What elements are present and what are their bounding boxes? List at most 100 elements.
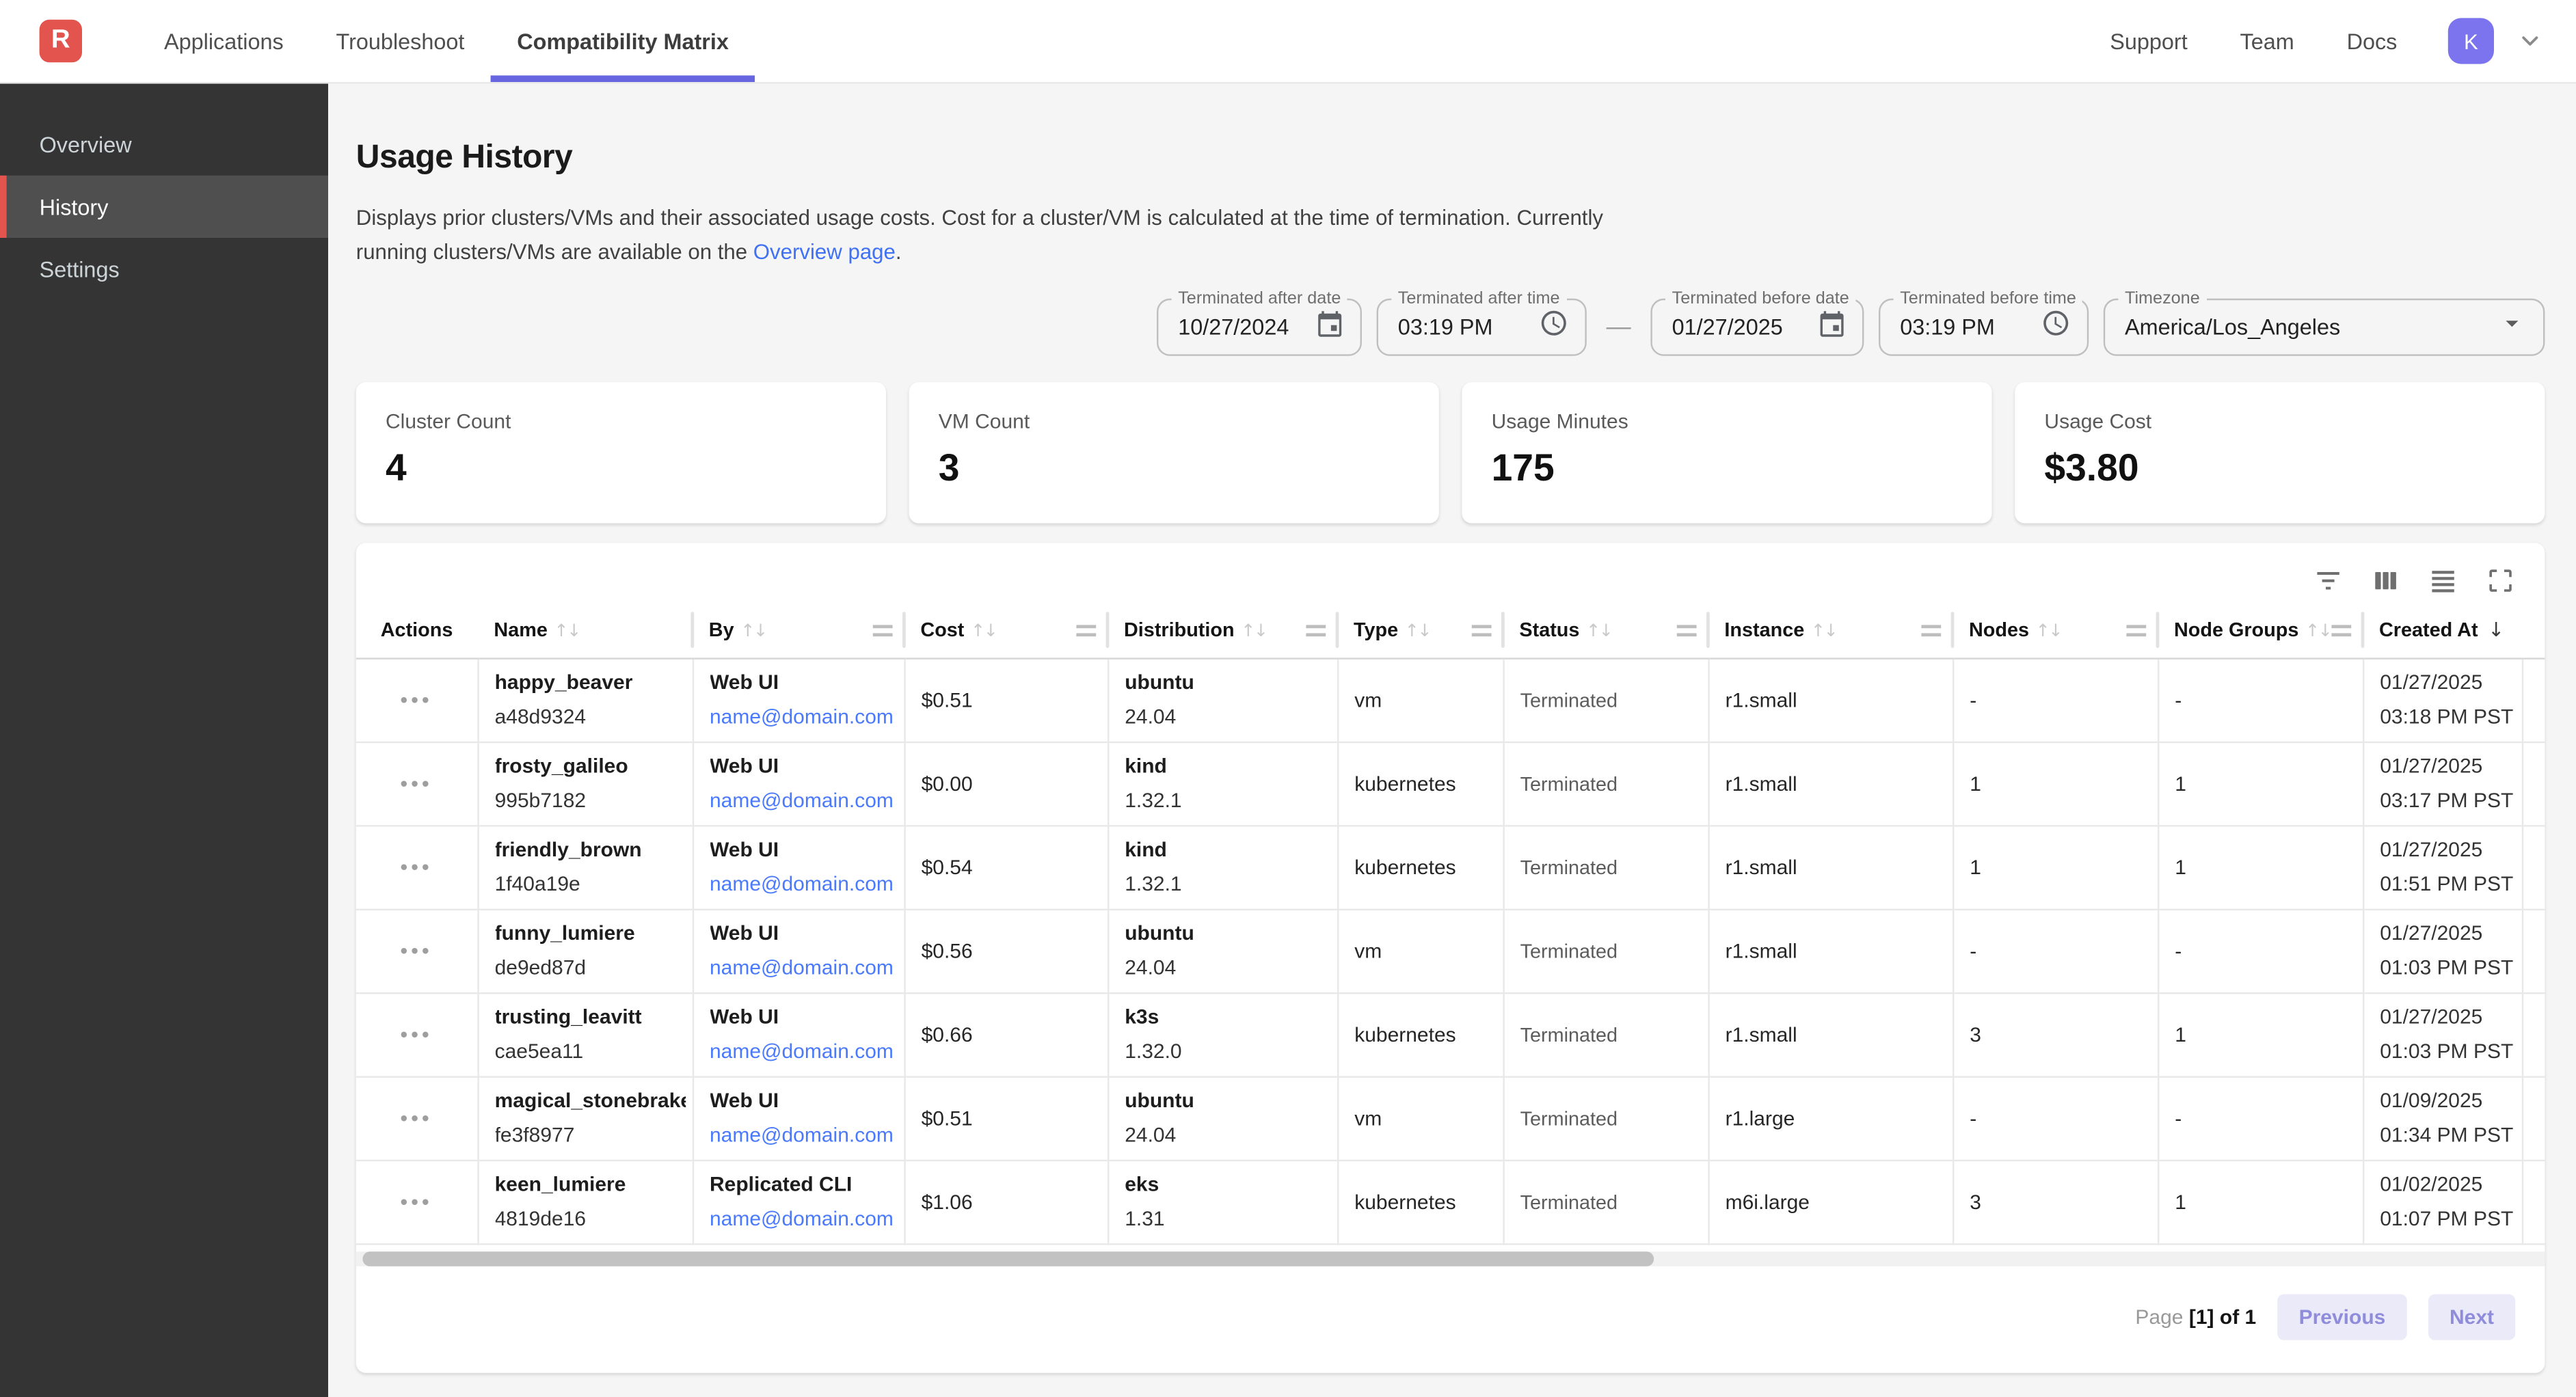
email-link[interactable]: name@domain.com <box>710 1040 894 1063</box>
more-actions-icon[interactable]: ••• <box>400 938 433 963</box>
dropdown-arrow-icon[interactable] <box>2497 308 2527 346</box>
by-cell: Web UI name@domain.com <box>692 992 905 1077</box>
stat-label: Cluster Count <box>386 410 511 433</box>
column-header-node-groups[interactable]: Node Groups ↑↓ <box>2158 601 2365 659</box>
sidebar-item-settings[interactable]: Settings <box>39 256 120 282</box>
column-resize-handle[interactable] <box>2126 625 2147 637</box>
column-header-type[interactable]: Type ↑↓ <box>1337 601 1505 659</box>
chevron-down-icon[interactable] <box>2517 28 2543 54</box>
page-info: Page [1] of 1 <box>2135 1305 2257 1328</box>
sidebar-item-overview[interactable]: Overview <box>39 132 132 157</box>
nav-right: Support Team Docs K <box>2095 0 2576 82</box>
horizontal-scrollbar-thumb[interactable] <box>362 1251 1654 1266</box>
column-resize-handle[interactable] <box>1921 625 1942 637</box>
terminated-before-time-value[interactable]: 03:19 PM <box>1900 314 1995 340</box>
more-actions-icon[interactable]: ••• <box>400 854 433 880</box>
calendar-icon[interactable] <box>1316 309 1344 345</box>
more-actions-icon[interactable]: ••• <box>400 1022 433 1047</box>
terminated-before-time-field[interactable]: Terminated before time 03:19 PM <box>1879 288 2089 356</box>
more-actions-icon[interactable]: ••• <box>400 687 433 712</box>
column-resize-handle[interactable] <box>872 625 893 637</box>
gutter-cell <box>2521 1076 2545 1161</box>
clock-icon[interactable] <box>2041 308 2071 346</box>
terminated-after-time-field[interactable]: Terminated after time 03:19 PM <box>1376 288 1587 356</box>
next-page-button[interactable]: Next <box>2428 1293 2516 1340</box>
email-link[interactable]: name@domain.com <box>710 1207 894 1231</box>
more-actions-icon[interactable]: ••• <box>400 771 433 796</box>
fullscreen-icon[interactable] <box>2486 566 2515 595</box>
column-header-distribution[interactable]: Distribution ↑↓ <box>1108 601 1339 659</box>
columns-icon[interactable] <box>2371 566 2400 595</box>
by-cell: Web UI name@domain.com <box>692 1076 905 1161</box>
density-icon[interactable] <box>2428 566 2458 595</box>
nav-item-compatibility-matrix[interactable]: Compatibility Matrix <box>490 0 755 83</box>
cost-cell: $0.54 <box>904 825 1109 910</box>
page-title: Usage History <box>355 139 573 176</box>
created-at-cell: 01/02/2025 01:07 PM PST <box>2363 1159 2523 1245</box>
email-link[interactable]: name@domain.com <box>710 1124 894 1147</box>
status-cell: Terminated <box>1503 1076 1709 1161</box>
row-actions-cell: ••• <box>355 1159 479 1245</box>
sort-icon[interactable]: ↑↓ <box>1810 621 1838 641</box>
terminated-before-date-field[interactable]: Terminated before date 01/27/2025 <box>1650 288 1864 356</box>
sidebar-item-history[interactable]: History <box>0 175 329 238</box>
sort-icon[interactable]: ↑↓ <box>1586 621 1613 641</box>
table-body: ••• happy_beaver a48d9324 Web UI name@doma… <box>355 657 2545 1245</box>
column-resize-handle[interactable] <box>1676 625 1697 637</box>
email-link[interactable]: name@domain.com <box>710 872 894 896</box>
timezone-value[interactable]: America/Los_Angeles <box>2125 314 2341 340</box>
column-header-by[interactable]: By ↑↓ <box>692 601 906 659</box>
terminated-after-date-field[interactable]: Terminated after date 10/27/2024 <box>1157 288 1363 356</box>
nodes-cell: - <box>1953 908 2159 994</box>
replicated-logo[interactable]: R <box>39 19 83 63</box>
avatar[interactable]: K <box>2447 18 2495 64</box>
sort-icon[interactable]: ↑↓ <box>740 621 768 641</box>
column-resize-handle[interactable] <box>1306 625 1326 637</box>
email-link[interactable]: name@domain.com <box>710 705 894 729</box>
stat-value: $3.80 <box>2044 446 2139 489</box>
clock-icon[interactable] <box>1539 308 1568 346</box>
sort-icon[interactable]: ↑↓ <box>1241 621 1268 641</box>
node-groups-cell: 1 <box>2158 825 2364 910</box>
more-actions-icon[interactable]: ••• <box>400 1105 433 1130</box>
nav-item-applications[interactable]: Applications <box>164 29 284 53</box>
terminated-after-time-value[interactable]: 03:19 PM <box>1397 314 1493 340</box>
email-link[interactable]: name@domain.com <box>710 956 894 979</box>
sort-icon[interactable]: ↑↓ <box>554 621 581 641</box>
email-link[interactable]: name@domain.com <box>710 789 894 812</box>
sort-icon[interactable]: ↑↓ <box>2305 621 2333 641</box>
column-resize-handle[interactable] <box>1471 625 1492 637</box>
sort-icon[interactable]: ↑↓ <box>971 621 998 641</box>
sort-icon[interactable]: ↑↓ <box>2035 621 2063 641</box>
nav-link-docs[interactable]: Docs <box>2346 29 2398 53</box>
node-groups-cell: - <box>2158 1076 2364 1161</box>
column-resize-handle[interactable] <box>2331 625 2352 637</box>
column-resize-handle[interactable] <box>1076 625 1097 637</box>
sort-descending-icon[interactable]: ↓ <box>2487 618 2505 641</box>
filter-icon[interactable] <box>2313 566 2343 595</box>
column-header-name[interactable]: Name ↑↓ <box>477 601 695 659</box>
column-header-status[interactable]: Status ↑↓ <box>1503 601 1710 659</box>
calendar-icon[interactable] <box>1818 309 1846 345</box>
horizontal-scrollbar-track[interactable] <box>355 1251 2545 1266</box>
timezone-select[interactable]: Timezone America/Los_Angeles <box>2103 288 2545 356</box>
stat-value: 4 <box>386 446 407 489</box>
column-header-instance[interactable]: Instance ↑↓ <box>1708 601 1955 659</box>
nav-link-team[interactable]: Team <box>2240 29 2294 53</box>
column-header-cost[interactable]: Cost ↑↓ <box>904 601 1110 659</box>
nav-item-troubleshoot[interactable]: Troubleshoot <box>336 29 465 53</box>
more-actions-icon[interactable]: ••• <box>400 1189 433 1215</box>
nav-link-support[interactable]: Support <box>2110 29 2188 53</box>
terminated-after-date-value[interactable]: 10/27/2024 <box>1178 314 1289 340</box>
previous-page-button[interactable]: Previous <box>2277 1293 2407 1340</box>
node-groups-cell: 1 <box>2158 992 2364 1077</box>
sort-icon[interactable]: ↑↓ <box>1404 621 1432 641</box>
column-header-nodes[interactable]: Nodes ↑↓ <box>1953 601 2160 659</box>
name-cell: magical_stonebraker fe3f8977 <box>477 1076 694 1161</box>
column-header-created-at[interactable]: Created At ↓ <box>2363 601 2522 659</box>
terminated-before-date-value[interactable]: 01/27/2025 <box>1672 314 1783 340</box>
created-at-cell: 01/27/2025 03:18 PM PST <box>2363 657 2523 743</box>
instance-cell: r1.small <box>1708 908 1954 994</box>
overview-page-link[interactable]: Overview page <box>753 239 896 264</box>
status-cell: Terminated <box>1503 741 1709 826</box>
